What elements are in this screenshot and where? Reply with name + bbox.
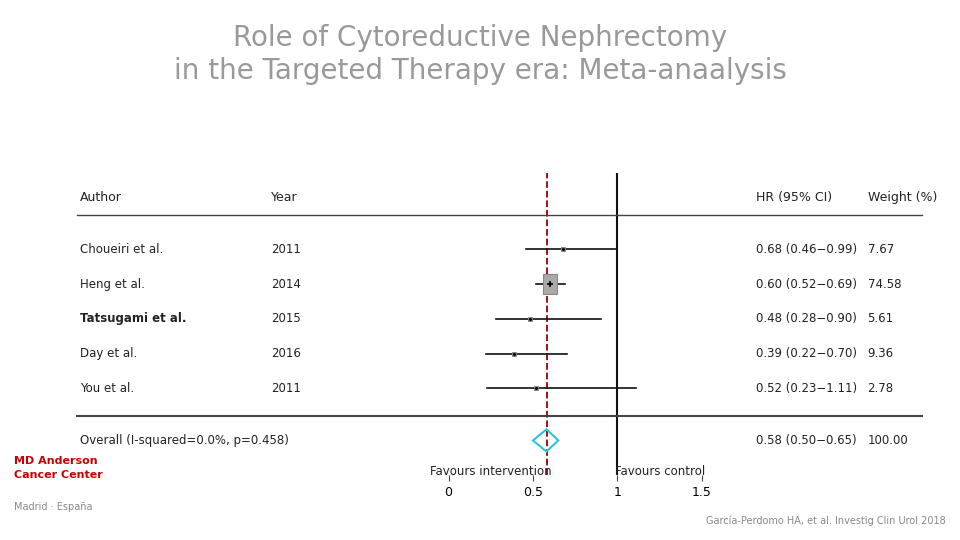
Text: 74.58: 74.58 <box>868 278 901 291</box>
Text: Favours control: Favours control <box>614 464 705 477</box>
Text: Author: Author <box>81 191 122 204</box>
Text: Weight (%): Weight (%) <box>868 191 937 204</box>
Text: Heng et al.: Heng et al. <box>81 278 145 291</box>
Text: 0.60 (0.52−0.69): 0.60 (0.52−0.69) <box>756 278 857 291</box>
Text: Overall (I-squared=0.0%, p=0.458): Overall (I-squared=0.0%, p=0.458) <box>81 434 289 447</box>
Text: Day et al.: Day et al. <box>81 347 137 360</box>
Bar <box>542 274 557 294</box>
Text: 9.36: 9.36 <box>868 347 894 360</box>
Text: in the Targeted Therapy era: Meta-anaalysis: in the Targeted Therapy era: Meta-anaaly… <box>174 57 786 85</box>
Text: 2.78: 2.78 <box>868 382 894 395</box>
Text: 5.61: 5.61 <box>868 312 894 325</box>
Text: Year: Year <box>271 191 298 204</box>
Text: 0.48 (0.28−0.90): 0.48 (0.28−0.90) <box>756 312 857 325</box>
Text: Tatsugami et al.: Tatsugami et al. <box>81 312 186 325</box>
Text: 2011: 2011 <box>271 382 301 395</box>
Text: 0.68 (0.46−0.99): 0.68 (0.46−0.99) <box>756 243 857 256</box>
Text: Role of Cytoreductive Nephrectomy: Role of Cytoreductive Nephrectomy <box>233 24 727 52</box>
Text: 2015: 2015 <box>271 312 300 325</box>
Text: HR (95% CI): HR (95% CI) <box>756 191 832 204</box>
Text: Favours intervention: Favours intervention <box>430 464 552 477</box>
Text: 0.39 (0.22−0.70): 0.39 (0.22−0.70) <box>756 347 857 360</box>
Text: 2014: 2014 <box>271 278 301 291</box>
Text: 0.58 (0.50−0.65): 0.58 (0.50−0.65) <box>756 434 856 447</box>
Text: 7.67: 7.67 <box>868 243 894 256</box>
Text: 0.52 (0.23−1.11): 0.52 (0.23−1.11) <box>756 382 857 395</box>
Text: 2011: 2011 <box>271 243 301 256</box>
Text: Choueiri et al.: Choueiri et al. <box>81 243 163 256</box>
Text: García-Perdomo HA, et al. Investig Clin Urol 2018: García-Perdomo HA, et al. Investig Clin … <box>706 516 946 526</box>
Text: Madrid · España: Madrid · España <box>14 502 93 512</box>
Text: 2016: 2016 <box>271 347 301 360</box>
Text: MD Anderson
Cancer Center: MD Anderson Cancer Center <box>14 456 103 480</box>
Text: 100.00: 100.00 <box>868 434 908 447</box>
Text: You et al.: You et al. <box>81 382 134 395</box>
